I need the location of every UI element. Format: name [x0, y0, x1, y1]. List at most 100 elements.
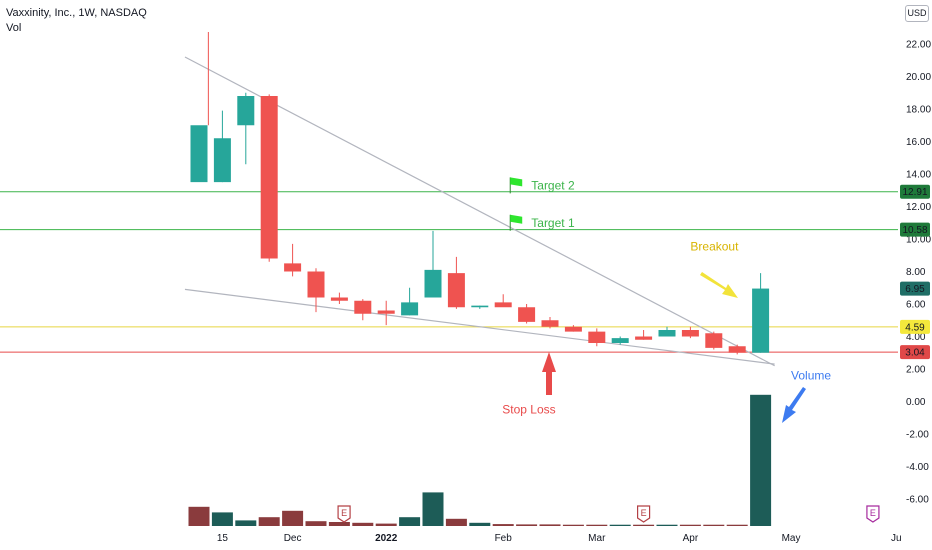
time-tick-label: Mar — [588, 533, 606, 544]
level-label-bg — [900, 184, 930, 199]
time-tick-label: 15 — [217, 533, 229, 544]
volume-bar — [726, 524, 748, 526]
level-label-price: 6.95 — [905, 284, 925, 295]
candle-body — [658, 330, 676, 337]
volume-bar — [188, 506, 210, 526]
time-tick-label: Apr — [683, 533, 699, 544]
volume-bar — [258, 517, 280, 526]
price-tick-label: 10.00 — [906, 235, 931, 246]
price-tick-label: 4.00 — [906, 332, 926, 343]
candle-body — [681, 330, 699, 337]
target2-flag-icon — [510, 177, 523, 187]
time-tick-label: 2022 — [375, 533, 398, 544]
price-tick-label: 20.00 — [906, 72, 931, 83]
volume-bar — [539, 524, 561, 526]
price-tick-label: 8.00 — [906, 267, 926, 278]
volume-label: Volume — [791, 369, 831, 383]
volume-bar — [492, 524, 514, 526]
candle-body — [564, 326, 582, 332]
earnings-badge-icon[interactable] — [337, 505, 351, 523]
candle-body — [752, 288, 770, 353]
candle-body — [705, 333, 723, 348]
earnings-badge-icon[interactable] — [637, 505, 651, 523]
level-label-bg — [900, 281, 930, 296]
candle-body — [494, 302, 512, 308]
volume-bar — [328, 522, 350, 526]
target2-label: Target 2 — [531, 178, 575, 192]
candle-body — [307, 271, 325, 298]
price-tick-label: 22.00 — [906, 40, 931, 51]
chart-header: Vaxxinity, Inc., 1W, NASDAQ Vol — [6, 6, 147, 36]
volume-bar — [445, 518, 467, 526]
candle-body — [260, 96, 278, 259]
volume-bar — [703, 524, 725, 526]
candle-body — [518, 307, 536, 322]
candles — [190, 32, 770, 355]
price-tick-label: -6.00 — [906, 495, 929, 506]
currency-button[interactable]: USD — [905, 5, 929, 22]
candle-body — [588, 331, 606, 343]
volume-bar — [679, 524, 701, 526]
symbol-title[interactable]: Vaxxinity, Inc., 1W, NASDAQ — [6, 7, 147, 19]
volume-bar — [516, 524, 538, 526]
volume-bar — [211, 512, 233, 526]
stop-loss-label: Stop Loss — [502, 403, 555, 417]
volume-bar — [469, 522, 491, 526]
volume-indicator-label[interactable]: Vol — [6, 22, 22, 34]
price-tick-label: 12.00 — [906, 202, 931, 213]
volume-bar — [750, 394, 772, 526]
candle-body — [541, 320, 559, 327]
level-label-bg — [900, 345, 930, 360]
volume-arrow-icon — [782, 387, 806, 423]
level-label-target: 10.58 — [902, 225, 927, 236]
earnings-badge-label: E — [341, 508, 347, 518]
candle-body — [190, 125, 208, 183]
candle-body — [330, 297, 348, 301]
volume-bars — [188, 394, 772, 526]
volume-bar — [352, 522, 374, 526]
breakout-label: Breakout — [690, 239, 739, 253]
time-axis[interactable]: 15 Dec 2022 Feb Mar Apr May Ju — [217, 533, 902, 544]
target1-label: Target 1 — [531, 216, 575, 230]
price-tick-label: -2.00 — [906, 430, 929, 441]
time-tick-label: Dec — [284, 533, 302, 544]
price-tick-label: -4.00 — [906, 462, 929, 473]
level-label-target: 12.91 — [902, 187, 927, 198]
candle-body — [424, 269, 442, 298]
candle-body — [447, 273, 465, 308]
time-tick-label: May — [782, 533, 801, 544]
price-tick-label: 6.00 — [906, 300, 926, 311]
annotations: Target 2 Target 1 Breakout Stop Loss Volume — [502, 177, 831, 423]
price-tick-label: 2.00 — [906, 365, 926, 376]
volume-bar — [633, 524, 655, 526]
candle-body — [377, 310, 395, 314]
candle-body — [237, 96, 255, 126]
price-tick-label: 18.00 — [906, 105, 931, 116]
candle-body — [728, 346, 746, 353]
target1-flag-icon — [510, 214, 523, 224]
breakout-arrow-icon — [700, 272, 738, 298]
candle-body — [284, 263, 302, 272]
level-label-bg — [900, 319, 930, 334]
volume-bar — [235, 520, 257, 526]
price-axis[interactable]: 22.00 20.00 18.00 16.00 14.00 12.00 10.00 8.00 6… — [900, 40, 931, 506]
time-tick-label: Feb — [495, 533, 513, 544]
candle-body — [611, 338, 629, 343]
volume-bar — [375, 523, 397, 526]
candle-body — [213, 138, 231, 183]
earnings-badge-icon[interactable] — [866, 505, 880, 523]
candle-body — [354, 300, 372, 314]
volume-bar — [422, 492, 444, 526]
volume-bar — [656, 524, 678, 526]
trend-line — [184, 288, 775, 365]
price-tick-label: 14.00 — [906, 170, 931, 181]
level-label-bg — [900, 222, 930, 237]
time-tick-label: Ju — [891, 533, 902, 544]
price-tick-label: 0.00 — [906, 397, 926, 408]
trend-lines — [184, 56, 775, 367]
volume-bar — [609, 524, 631, 526]
volume-bar — [282, 510, 304, 526]
earnings-badge-label: E — [870, 508, 876, 518]
